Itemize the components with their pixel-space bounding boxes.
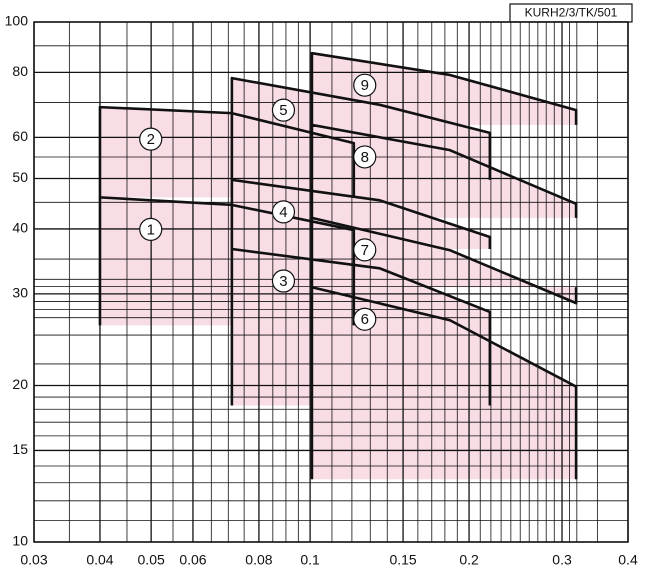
y-tick-label: 40 bbox=[12, 220, 28, 236]
y-tick-label: 10 bbox=[12, 533, 28, 549]
region-outline bbox=[230, 76, 492, 180]
x-tick-label: 0.4 bbox=[618, 552, 638, 568]
x-tick-label: 0.03 bbox=[20, 552, 47, 568]
x-tick-label: 0.04 bbox=[86, 552, 113, 568]
region-label: 3 bbox=[279, 273, 287, 290]
region-outline bbox=[310, 51, 578, 125]
y-tick-label: 20 bbox=[12, 376, 28, 392]
y-tick-label: 30 bbox=[12, 285, 28, 301]
region bbox=[311, 124, 577, 218]
region-badge bbox=[271, 98, 296, 122]
plot-frame bbox=[33, 21, 629, 543]
region-label: 2 bbox=[147, 131, 155, 148]
x-tick-label: 0.06 bbox=[179, 552, 206, 568]
region bbox=[311, 217, 577, 304]
region-label: 4 bbox=[279, 204, 287, 221]
y-tick-label: 50 bbox=[12, 169, 28, 185]
y-tick-label: 80 bbox=[12, 63, 28, 79]
region-outline bbox=[310, 285, 578, 480]
x-tick-label: 0.2 bbox=[459, 552, 479, 568]
region-label: 8 bbox=[361, 149, 369, 166]
region-label: 9 bbox=[361, 77, 369, 94]
region-badge bbox=[271, 269, 296, 293]
x-tick-label: 0.1 bbox=[300, 552, 320, 568]
y-tick-label: 15 bbox=[12, 441, 28, 457]
region-label: 6 bbox=[361, 311, 369, 328]
region-outline bbox=[310, 216, 578, 305]
y-tick-label: 60 bbox=[12, 128, 28, 144]
chart-title: KURH2/3/TK/501 bbox=[525, 6, 618, 20]
x-tick-label: 0.08 bbox=[245, 552, 272, 568]
region-badge bbox=[353, 307, 377, 331]
region-outline bbox=[230, 178, 492, 249]
region-label: 1 bbox=[147, 221, 155, 238]
x-tick-label: 0.15 bbox=[389, 552, 416, 568]
region-badge bbox=[139, 217, 163, 241]
region-badge bbox=[353, 73, 377, 97]
region-label: 7 bbox=[361, 242, 369, 259]
region-outline bbox=[310, 123, 578, 218]
region-label: 5 bbox=[279, 102, 287, 119]
x-tick-label: 0.05 bbox=[138, 552, 165, 568]
region-badge bbox=[139, 127, 163, 151]
region-badge bbox=[353, 238, 377, 262]
region bbox=[311, 53, 577, 125]
region-outline bbox=[230, 247, 492, 406]
region-badge bbox=[271, 200, 296, 224]
region-badge bbox=[353, 145, 377, 169]
x-tick-label: 0.3 bbox=[552, 552, 572, 568]
y-tick-label: 100 bbox=[5, 13, 29, 29]
